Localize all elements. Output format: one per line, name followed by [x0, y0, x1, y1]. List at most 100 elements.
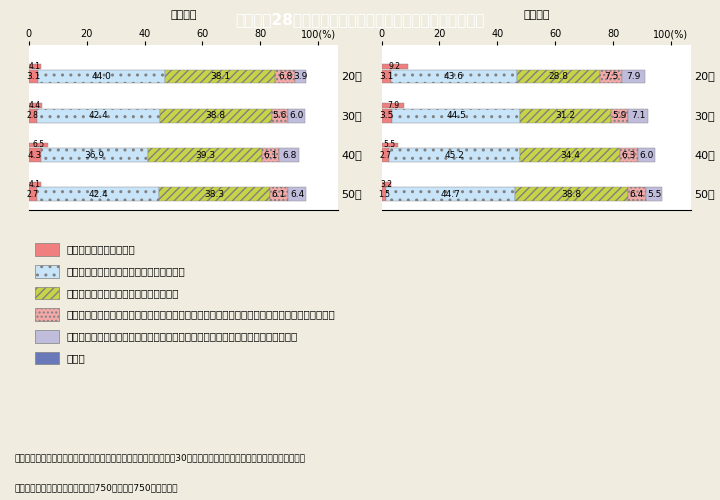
Text: 5.5: 5.5	[384, 140, 395, 149]
Bar	[382, 182, 391, 186]
Bar	[517, 70, 600, 84]
Bar	[628, 109, 649, 122]
Text: 6.8: 6.8	[278, 72, 292, 81]
Bar	[160, 109, 272, 122]
Bar	[29, 182, 40, 186]
Text: （備考）１．「多様な選択を可能にする学びに関する調査」（平成30年度内閣府委託調査・株式会社創建）より作成。: （備考）１．「多様な選択を可能にする学びに関する調査」（平成30年度内閣府委託調…	[14, 454, 305, 462]
Text: 6.3: 6.3	[621, 150, 636, 160]
Bar	[29, 109, 37, 122]
Bar	[611, 109, 628, 122]
Bar	[29, 104, 42, 108]
Text: ＜男性＞: ＜男性＞	[523, 10, 549, 20]
Bar	[521, 109, 611, 122]
Text: 34.4: 34.4	[560, 150, 580, 160]
Bar	[37, 70, 165, 84]
FancyBboxPatch shape	[35, 286, 59, 299]
Bar	[29, 142, 48, 148]
Text: 40代: 40代	[341, 150, 362, 160]
Text: 4.1: 4.1	[29, 180, 41, 189]
Text: 38.8: 38.8	[206, 111, 226, 120]
Text: 7.9: 7.9	[626, 72, 640, 81]
Bar	[288, 109, 305, 122]
Bar	[295, 70, 306, 84]
Text: 4.4: 4.4	[29, 101, 41, 110]
Text: 3.9: 3.9	[294, 72, 308, 81]
Text: 5.6: 5.6	[273, 111, 287, 120]
Text: 43.6: 43.6	[444, 72, 464, 81]
Text: 50代: 50代	[341, 190, 362, 200]
Text: ＜女性＞: ＜女性＞	[171, 10, 197, 20]
Bar	[272, 109, 288, 122]
Text: 結婚し，子どもを持つが，仕事も続ける: 結婚し，子どもを持つが，仕事も続ける	[66, 288, 179, 298]
Text: 38.8: 38.8	[562, 190, 582, 199]
Bar	[29, 64, 40, 69]
Text: 50代: 50代	[694, 190, 715, 200]
Bar	[270, 188, 288, 201]
Bar	[392, 109, 521, 122]
Bar	[516, 188, 628, 201]
Bar	[159, 188, 270, 201]
Text: 44.7: 44.7	[441, 190, 461, 199]
Text: 42.4: 42.4	[89, 111, 108, 120]
Text: 6.1: 6.1	[271, 190, 286, 199]
Text: 6.0: 6.0	[289, 111, 304, 120]
Text: 結婚するが子どもは持たず，仕事を続ける: 結婚するが子どもは持たず，仕事を続ける	[66, 266, 185, 276]
Bar	[386, 188, 516, 201]
Text: 20代: 20代	[341, 72, 362, 82]
Text: 36.9: 36.9	[84, 150, 104, 160]
Bar	[262, 148, 279, 162]
FancyBboxPatch shape	[35, 243, 59, 256]
Text: 28.8: 28.8	[549, 72, 568, 81]
Text: Ｉ－特－28図　女性にとって望ましい結婚や就業の在り方: Ｉ－特－28図 女性にとって望ましい結婚や就業の在り方	[235, 12, 485, 28]
Bar	[382, 104, 405, 108]
Text: 6.8: 6.8	[282, 150, 297, 160]
Bar	[382, 148, 390, 162]
Bar	[390, 148, 520, 162]
Text: 5.5: 5.5	[647, 190, 661, 199]
Text: 44.0: 44.0	[91, 72, 112, 81]
Text: 42.4: 42.4	[88, 190, 108, 199]
Bar	[390, 70, 517, 84]
Text: 1.5: 1.5	[378, 190, 390, 199]
Bar	[382, 70, 390, 84]
Text: 3.5: 3.5	[379, 111, 394, 120]
Text: 7.5: 7.5	[603, 72, 618, 81]
Bar	[37, 109, 160, 122]
Bar	[29, 188, 37, 201]
FancyBboxPatch shape	[35, 352, 59, 364]
Text: 結婚し子どもを持つが，結婚あるいは出産の機会にいったん退職し，子育て後に再び仕事を持つ: 結婚し子どもを持つが，結婚あるいは出産の機会にいったん退職し，子育て後に再び仕事…	[66, 310, 335, 320]
Bar	[37, 188, 159, 201]
Text: 4.1: 4.1	[29, 62, 41, 71]
Text: 3.1: 3.1	[379, 72, 393, 81]
Text: 7.9: 7.9	[387, 101, 399, 110]
Text: 6.1: 6.1	[264, 150, 278, 160]
Text: ２．各年代ともに，女性750人，男性750人が回答。: ２．各年代ともに，女性750人，男性750人が回答。	[14, 484, 178, 492]
FancyBboxPatch shape	[35, 330, 59, 342]
Text: 30代: 30代	[694, 110, 715, 120]
Bar	[600, 70, 622, 84]
Bar	[148, 148, 262, 162]
Text: 6.5: 6.5	[32, 140, 44, 149]
Text: 結婚し子どもを持ち，結婚あるいは出産の機会に退職し，その後は仕事を持たない: 結婚し子どもを持ち，結婚あるいは出産の機会に退職し，その後は仕事を持たない	[66, 332, 297, 342]
Bar	[622, 70, 644, 84]
Bar	[29, 148, 41, 162]
Text: 6.4: 6.4	[630, 190, 644, 199]
Text: 4.3: 4.3	[28, 150, 42, 160]
Text: 20代: 20代	[694, 72, 715, 82]
Text: 6.0: 6.0	[639, 150, 654, 160]
Bar	[382, 64, 408, 69]
Text: 3.2: 3.2	[380, 180, 392, 189]
Text: 44.5: 44.5	[446, 111, 466, 120]
Bar	[638, 148, 655, 162]
Text: 45.2: 45.2	[445, 150, 464, 160]
Bar	[288, 188, 306, 201]
Bar	[165, 70, 275, 84]
Text: 38.1: 38.1	[210, 72, 230, 81]
Text: その他: その他	[66, 353, 85, 363]
Text: 2.7: 2.7	[379, 150, 392, 160]
Bar	[520, 148, 620, 162]
FancyBboxPatch shape	[35, 308, 59, 321]
Text: 3.1: 3.1	[26, 72, 40, 81]
Text: 38.3: 38.3	[204, 190, 225, 199]
Text: 39.3: 39.3	[195, 150, 215, 160]
